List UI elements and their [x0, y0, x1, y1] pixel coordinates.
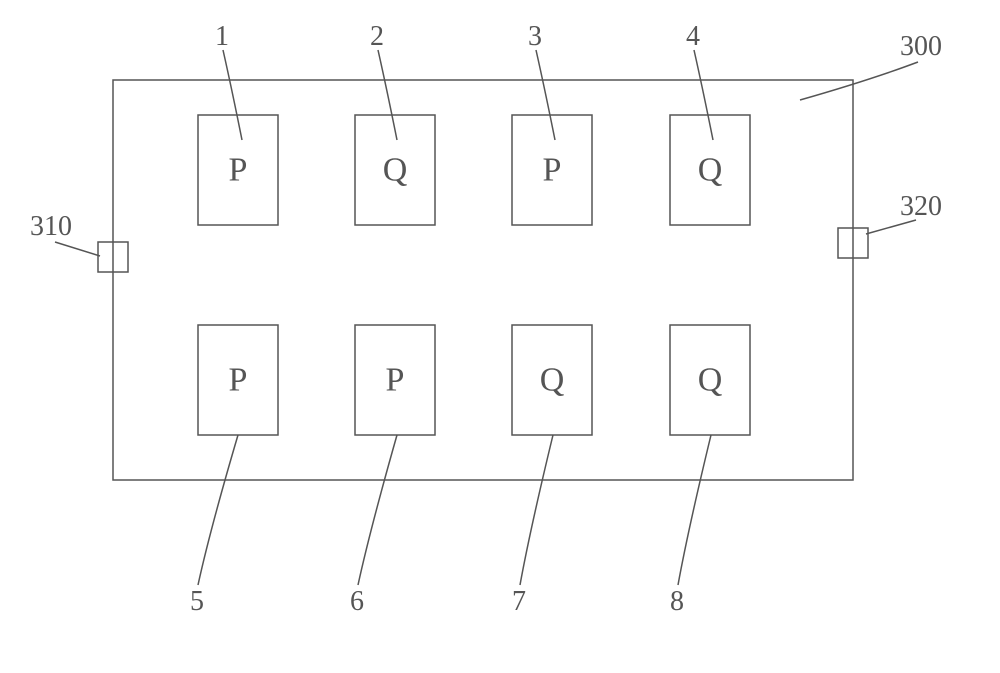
leader-line-bottom-5	[198, 435, 238, 585]
ref-label-top-4: 4	[686, 21, 700, 52]
ref-label-top-2: 2	[370, 21, 384, 52]
cell-letter-1: P	[229, 152, 248, 189]
leader-line-310	[55, 242, 100, 256]
ref-label-top-1: 1	[215, 21, 229, 52]
ref-label-bottom-7: 7	[512, 586, 526, 617]
cell-letter-3: P	[543, 152, 562, 189]
cell-letter-5: P	[229, 362, 248, 399]
cell-letter-6: P	[386, 362, 405, 399]
leader-line-top-4	[694, 50, 713, 140]
ref-label-310: 310	[30, 211, 72, 242]
ref-label-bottom-5: 5	[190, 586, 204, 617]
leader-line-top-3	[536, 50, 555, 140]
ref-label-320: 320	[900, 191, 942, 222]
leader-line-bottom-7	[520, 435, 553, 585]
leader-line-top-2	[378, 50, 397, 140]
leader-line-bottom-6	[358, 435, 397, 585]
ref-label-bottom-8: 8	[670, 586, 684, 617]
ref-label-300: 300	[900, 31, 942, 62]
cell-letter-4: Q	[698, 152, 723, 189]
leader-line-300	[800, 62, 918, 100]
cell-letter-7: Q	[540, 362, 565, 399]
outer-box	[113, 80, 853, 480]
cell-letter-2: Q	[383, 152, 408, 189]
ref-label-bottom-6: 6	[350, 586, 364, 617]
ref-label-top-3: 3	[528, 21, 542, 52]
leader-line-320	[866, 220, 916, 234]
leader-line-bottom-8	[678, 435, 711, 585]
leader-line-top-1	[223, 50, 242, 140]
cell-letter-8: Q	[698, 362, 723, 399]
